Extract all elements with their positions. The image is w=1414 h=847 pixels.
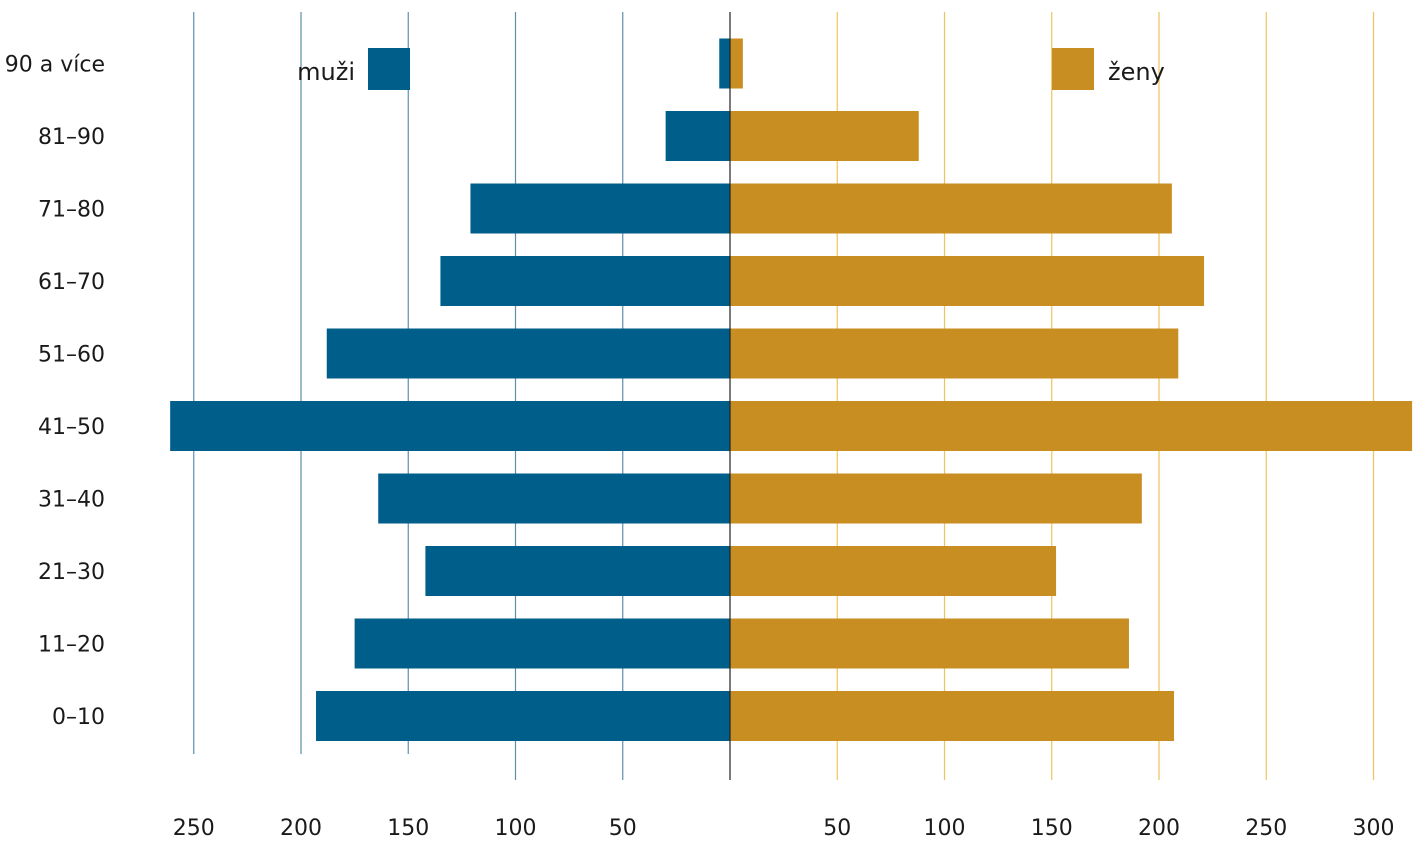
x-tick-right: 100: [924, 816, 966, 841]
bar-muzi-51–60: [326, 328, 730, 379]
category-label: 31–40: [38, 488, 105, 513]
bar-zeny-51–60: [730, 328, 1179, 379]
x-tick-right: 150: [1031, 816, 1073, 841]
bar-zeny-21–30: [730, 546, 1057, 596]
bar-muzi-61–70: [440, 256, 730, 306]
category-label: 51–60: [38, 343, 105, 368]
bar-muzi-31–40: [378, 473, 730, 524]
x-tick-right: 300: [1353, 816, 1395, 841]
bar-muzi-90 a více: [719, 38, 730, 89]
legend-swatch-zeny: [1052, 48, 1094, 90]
category-label: 0–10: [52, 705, 105, 730]
bar-zeny-71–80: [730, 183, 1172, 234]
category-label: 41–50: [38, 415, 105, 440]
bar-muzi-0–10: [316, 691, 730, 741]
category-label: 90 a více: [5, 53, 105, 78]
bar-muzi-21–30: [425, 546, 730, 596]
x-tick-left: 250: [173, 816, 215, 841]
x-tick-right: 250: [1245, 816, 1287, 841]
bar-zeny-90 a více: [730, 38, 743, 89]
x-tick-right: 50: [823, 816, 851, 841]
bar-muzi-11–20: [354, 618, 730, 669]
category-label: 81–90: [38, 125, 105, 150]
x-tick-left: 200: [280, 816, 322, 841]
category-label: 71–80: [38, 198, 105, 223]
x-tick-left: 100: [495, 816, 537, 841]
category-label: 21–30: [38, 560, 105, 585]
legend-label-zeny: ženy: [1108, 58, 1165, 86]
legend-label-muzi: muži: [297, 58, 355, 86]
x-tick-left: 50: [609, 816, 637, 841]
bar-zeny-11–20: [730, 618, 1129, 669]
bar-muzi-81–90: [665, 111, 730, 161]
bar-zeny-0–10: [730, 691, 1175, 741]
legend-swatch-muzi: [368, 48, 410, 90]
bar-zeny-31–40: [730, 473, 1142, 524]
category-label: 11–20: [38, 633, 105, 658]
bar-muzi-41–50: [170, 401, 730, 451]
x-tick-left: 150: [387, 816, 429, 841]
x-tick-right: 200: [1138, 816, 1180, 841]
category-label: 61–70: [38, 270, 105, 295]
bar-muzi-71–80: [470, 183, 730, 234]
bar-zeny-61–70: [730, 256, 1205, 306]
bar-zeny-81–90: [730, 111, 919, 161]
bar-zeny-41–50: [730, 401, 1413, 451]
